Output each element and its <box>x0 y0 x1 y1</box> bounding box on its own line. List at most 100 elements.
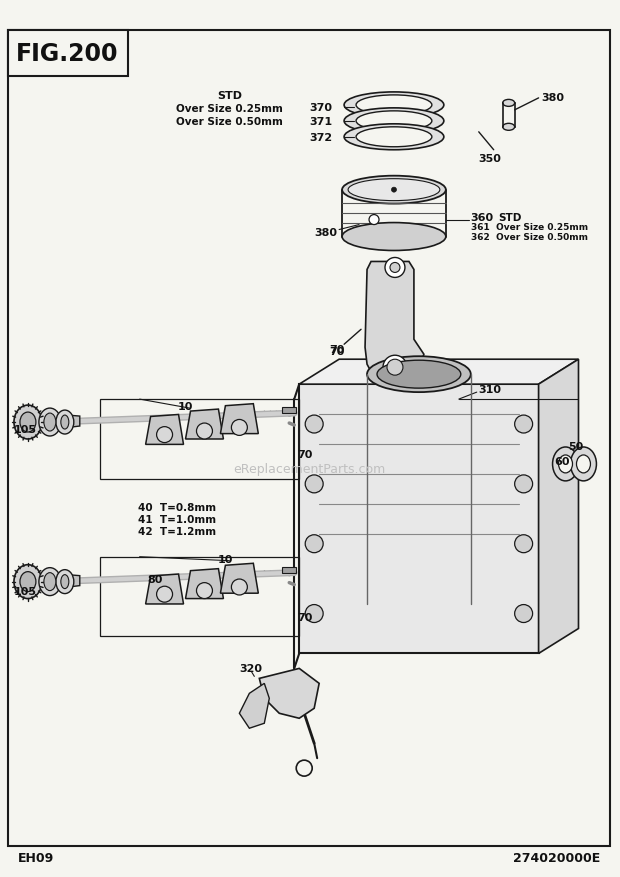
Ellipse shape <box>39 409 61 437</box>
Ellipse shape <box>344 93 444 118</box>
Circle shape <box>231 580 247 595</box>
Text: 10: 10 <box>177 402 193 411</box>
Circle shape <box>305 605 323 623</box>
Ellipse shape <box>377 360 461 389</box>
Ellipse shape <box>14 565 42 599</box>
Circle shape <box>515 535 533 553</box>
Polygon shape <box>146 574 184 604</box>
Text: 371: 371 <box>309 117 332 126</box>
Text: EH09: EH09 <box>18 852 54 865</box>
Circle shape <box>305 535 323 553</box>
Circle shape <box>305 416 323 433</box>
Text: 105: 105 <box>14 586 37 596</box>
Bar <box>282 567 296 573</box>
Text: FIG.200: FIG.200 <box>16 42 118 66</box>
Text: 370: 370 <box>309 103 332 113</box>
Ellipse shape <box>503 100 515 107</box>
Ellipse shape <box>44 573 56 591</box>
Polygon shape <box>365 262 424 381</box>
Text: 50: 50 <box>568 441 583 452</box>
Ellipse shape <box>552 447 578 481</box>
Ellipse shape <box>20 412 36 432</box>
Ellipse shape <box>20 572 36 592</box>
Circle shape <box>157 427 172 443</box>
Text: 361  Over Size 0.25mm: 361 Over Size 0.25mm <box>471 223 588 232</box>
Ellipse shape <box>14 406 42 439</box>
Text: 274020000E: 274020000E <box>513 852 600 865</box>
Ellipse shape <box>356 96 432 116</box>
Text: 70: 70 <box>297 449 312 460</box>
Text: 350: 350 <box>479 153 502 163</box>
Bar <box>282 408 296 414</box>
Circle shape <box>231 420 247 436</box>
Text: 362  Over Size 0.50mm: 362 Over Size 0.50mm <box>471 232 588 242</box>
Text: STD: STD <box>498 212 522 223</box>
Polygon shape <box>146 415 184 445</box>
Text: 320: 320 <box>239 664 262 674</box>
Polygon shape <box>299 360 578 385</box>
Polygon shape <box>38 574 80 589</box>
Ellipse shape <box>56 570 74 594</box>
Text: 310: 310 <box>479 385 502 395</box>
Circle shape <box>390 263 400 273</box>
Circle shape <box>197 583 213 599</box>
Circle shape <box>515 605 533 623</box>
Text: 372: 372 <box>309 132 332 143</box>
Text: 360: 360 <box>471 212 494 223</box>
Bar <box>100 557 299 637</box>
Polygon shape <box>185 569 223 599</box>
Circle shape <box>305 475 323 493</box>
Text: 380: 380 <box>542 93 565 103</box>
Ellipse shape <box>559 455 572 474</box>
Text: 70: 70 <box>329 345 345 355</box>
Circle shape <box>197 424 213 439</box>
Polygon shape <box>239 683 269 729</box>
Ellipse shape <box>356 128 432 147</box>
Ellipse shape <box>367 357 471 393</box>
Text: 380: 380 <box>314 227 337 238</box>
Ellipse shape <box>344 109 444 135</box>
Ellipse shape <box>56 410 74 434</box>
Ellipse shape <box>39 568 61 595</box>
Text: Over Size 0.50mm: Over Size 0.50mm <box>176 117 283 126</box>
Circle shape <box>369 216 379 225</box>
Bar <box>100 400 299 480</box>
Circle shape <box>387 360 403 375</box>
Circle shape <box>391 188 396 193</box>
Ellipse shape <box>344 125 444 151</box>
Circle shape <box>157 587 172 602</box>
Text: Over Size 0.25mm: Over Size 0.25mm <box>176 103 283 114</box>
Polygon shape <box>221 404 259 434</box>
Polygon shape <box>259 668 319 718</box>
Text: 70: 70 <box>329 346 345 357</box>
Polygon shape <box>38 415 80 430</box>
Ellipse shape <box>503 125 515 132</box>
Circle shape <box>383 356 407 380</box>
Bar <box>8 31 128 77</box>
Ellipse shape <box>342 176 446 204</box>
Ellipse shape <box>44 414 56 431</box>
Polygon shape <box>221 564 259 594</box>
Text: 60: 60 <box>554 456 570 467</box>
Text: STD: STD <box>217 91 242 101</box>
Ellipse shape <box>61 416 69 430</box>
Text: 10: 10 <box>218 554 232 564</box>
Text: 80: 80 <box>148 574 163 584</box>
Polygon shape <box>539 360 578 653</box>
Text: 40  T=0.8mm: 40 T=0.8mm <box>138 503 216 512</box>
Ellipse shape <box>342 224 446 251</box>
Ellipse shape <box>577 455 590 474</box>
Ellipse shape <box>348 180 440 202</box>
Ellipse shape <box>570 447 596 481</box>
Circle shape <box>515 475 533 493</box>
Text: 105: 105 <box>14 424 37 434</box>
Text: 70: 70 <box>297 612 312 622</box>
Text: eReplacementParts.com: eReplacementParts.com <box>233 463 385 476</box>
Ellipse shape <box>61 575 69 589</box>
Circle shape <box>515 416 533 433</box>
Text: 42  T=1.2mm: 42 T=1.2mm <box>138 526 216 536</box>
Ellipse shape <box>356 111 432 132</box>
Text: 41  T=1.0mm: 41 T=1.0mm <box>138 514 216 524</box>
Bar <box>299 385 539 653</box>
Circle shape <box>385 258 405 278</box>
